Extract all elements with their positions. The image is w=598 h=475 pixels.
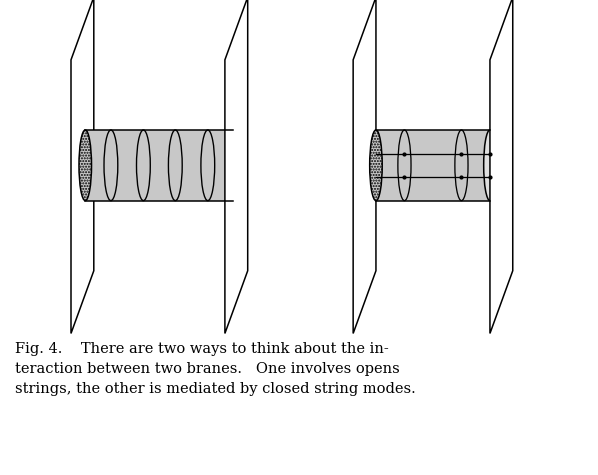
Polygon shape (376, 130, 490, 200)
Ellipse shape (79, 130, 91, 200)
Text: Fig. 4.    There are two ways to think about the in-
teraction between two brane: Fig. 4. There are two ways to think abou… (15, 342, 416, 396)
Polygon shape (353, 0, 376, 333)
Polygon shape (71, 0, 94, 333)
Ellipse shape (227, 130, 240, 200)
Polygon shape (225, 0, 248, 333)
Ellipse shape (370, 130, 382, 200)
Polygon shape (86, 130, 233, 200)
Polygon shape (490, 0, 512, 333)
Ellipse shape (484, 130, 496, 200)
